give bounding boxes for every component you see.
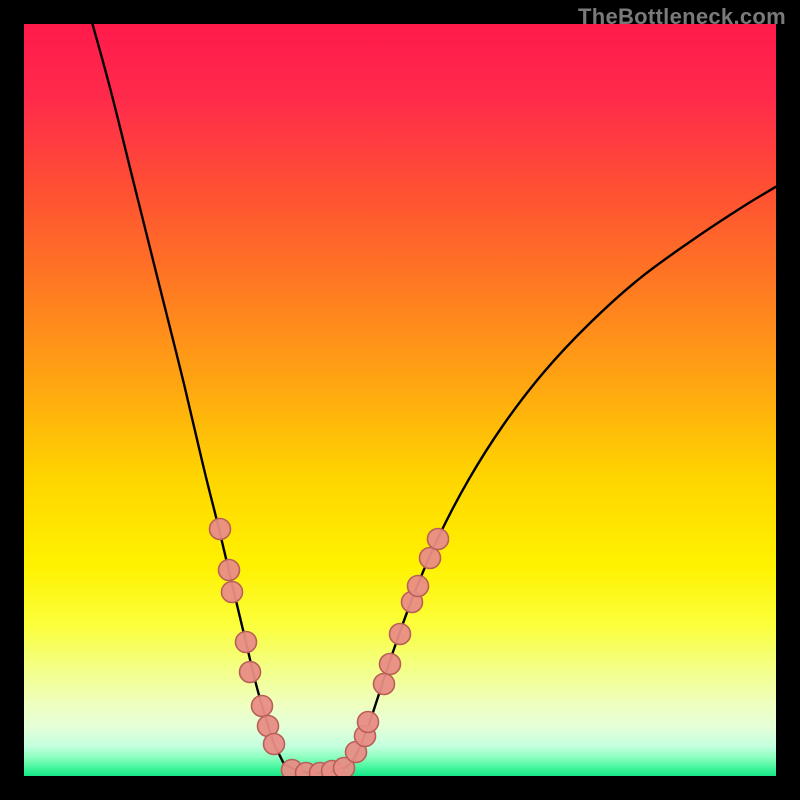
data-marker <box>252 696 273 717</box>
plot-area <box>24 24 776 776</box>
marker-group <box>210 519 449 777</box>
data-marker <box>222 582 243 603</box>
data-marker <box>236 632 257 653</box>
data-marker <box>408 576 429 597</box>
data-marker <box>264 734 285 755</box>
data-marker <box>219 560 240 581</box>
data-marker <box>380 654 401 675</box>
data-marker <box>374 674 395 695</box>
watermark-text: TheBottleneck.com <box>578 4 786 30</box>
curve-right-branch <box>352 182 776 762</box>
outer-frame: TheBottleneck.com <box>0 0 800 800</box>
curve-layer <box>24 24 776 776</box>
curve-left-branch <box>84 24 284 764</box>
data-marker <box>390 624 411 645</box>
data-marker <box>420 548 441 569</box>
data-marker <box>428 529 449 550</box>
data-marker <box>240 662 261 683</box>
data-marker <box>358 712 379 733</box>
data-marker <box>210 519 231 540</box>
